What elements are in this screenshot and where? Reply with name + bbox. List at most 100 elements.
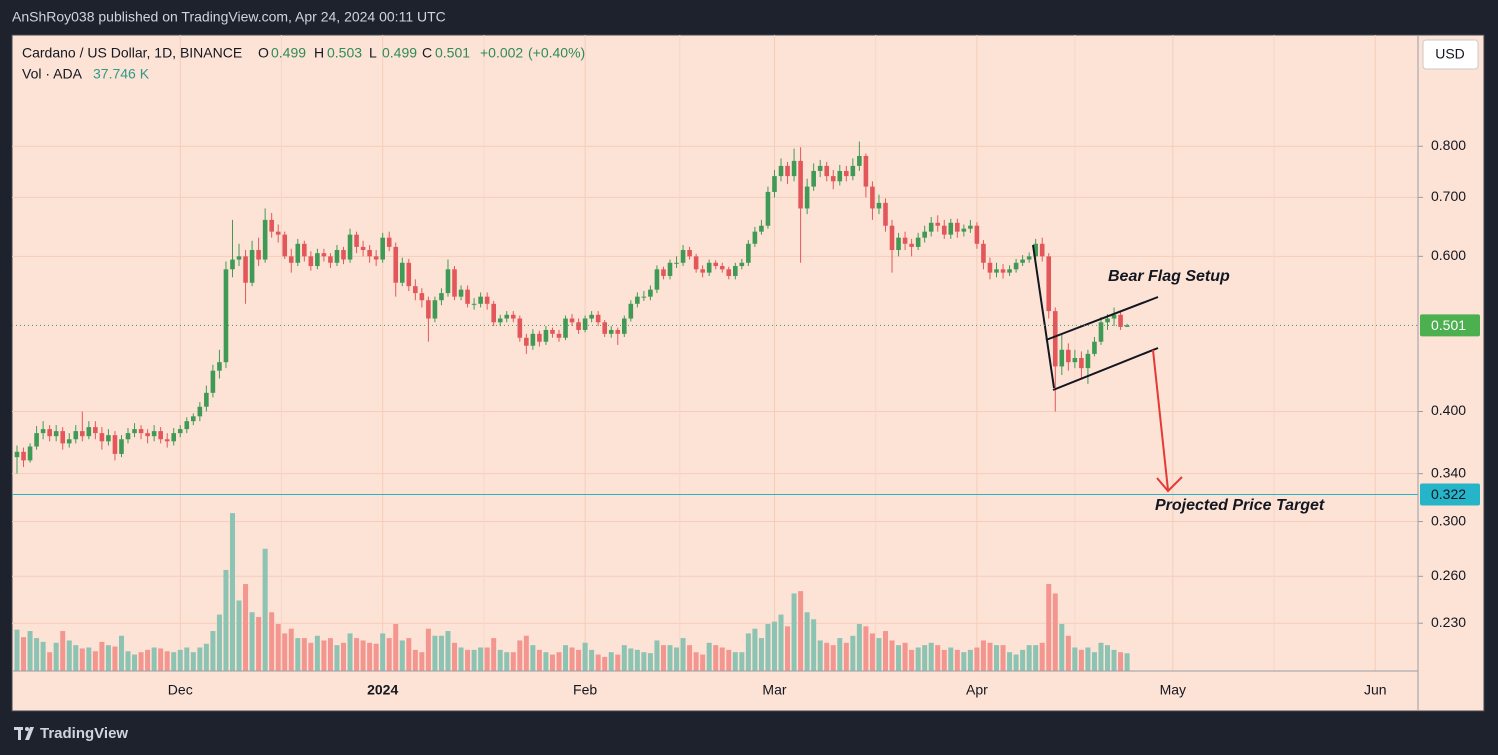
volume-bar <box>269 612 275 671</box>
x-tick-label: May <box>1160 682 1186 698</box>
candle-body <box>478 296 483 304</box>
brand-name: TradingView <box>40 725 128 742</box>
volume-bar <box>523 635 529 671</box>
candle-body <box>60 431 66 444</box>
volume-title: Vol · ADA <box>22 66 83 82</box>
candle-body <box>66 439 72 444</box>
candle-body <box>380 237 385 260</box>
volume-bar <box>504 652 510 671</box>
candle-body <box>243 256 248 283</box>
candle-body <box>1072 358 1078 363</box>
volume-bar <box>236 600 242 671</box>
candle-body <box>719 266 725 270</box>
y-tick-label: 0.700 <box>1431 188 1466 204</box>
bear-flag-drawing <box>1032 244 1159 391</box>
volume-bar <box>589 649 595 671</box>
volume-bar <box>1065 635 1071 671</box>
brand-logo <box>14 727 34 740</box>
candle-body <box>1039 243 1045 257</box>
volume-bar <box>869 633 875 671</box>
candle-body <box>922 231 927 238</box>
candle-body <box>713 262 719 267</box>
candle-body <box>1052 311 1058 367</box>
candle-body <box>151 431 157 437</box>
candle-body <box>302 243 307 257</box>
volume-bar <box>687 645 693 671</box>
candle-body <box>321 253 327 257</box>
candle-body <box>915 237 921 247</box>
candle-body <box>863 155 869 187</box>
volume-bar <box>190 652 196 671</box>
x-tick-label: Jun <box>1364 682 1387 698</box>
volume-bar <box>549 654 555 671</box>
volume-bar <box>909 649 915 671</box>
volume-bar <box>817 640 823 671</box>
volume-bar <box>771 621 777 671</box>
candle-body <box>86 427 92 437</box>
volume-bar <box>386 638 392 671</box>
candle-body <box>1079 358 1084 369</box>
volume-bar <box>994 645 999 671</box>
volume-bar <box>700 654 706 671</box>
volume-bar <box>628 648 634 671</box>
volume-bar <box>354 638 360 671</box>
volume-bar <box>830 645 836 671</box>
annotation: Bear Flag Setup <box>1108 268 1230 285</box>
ohlc-legend: O 0.499 H 0.503 L 0.499 C 0.501 <box>258 45 470 61</box>
candle-body <box>184 421 190 430</box>
volume-bar <box>726 649 732 671</box>
volume-bar <box>432 635 438 671</box>
volume-bar <box>1046 584 1052 671</box>
candle-body <box>106 435 111 442</box>
volume-bar <box>34 638 40 671</box>
volume-bar <box>380 633 386 671</box>
candle-body <box>99 433 105 442</box>
volume-bar <box>406 638 412 671</box>
volume-bar <box>1085 647 1091 671</box>
candle-body <box>772 176 777 192</box>
y-tick-label: 0.260 <box>1431 567 1466 583</box>
ohlc-value: 0.499 <box>382 45 417 61</box>
volume-bar <box>667 645 673 671</box>
volume-bar <box>674 647 680 671</box>
candle-body <box>510 314 516 319</box>
candle-body <box>804 186 810 209</box>
candle-body <box>870 186 875 209</box>
candle-body <box>935 222 941 226</box>
candle-body <box>537 333 542 342</box>
candle-body <box>308 256 314 267</box>
candle-body <box>399 262 405 283</box>
volume-bar <box>327 638 333 671</box>
volume-bar <box>974 647 980 671</box>
volume-bar <box>367 642 373 671</box>
candle-body <box>693 256 699 270</box>
volume-bar <box>360 640 366 671</box>
volume-bar <box>556 652 562 671</box>
arrow-shaft <box>1152 349 1169 491</box>
currency-button[interactable] <box>1422 39 1479 70</box>
volume-bar <box>1033 645 1039 671</box>
candle-body <box>739 262 745 267</box>
candle-body <box>93 427 98 434</box>
volume-bar <box>1118 652 1124 671</box>
volume-bar <box>922 645 928 671</box>
volume-bar <box>1026 645 1032 671</box>
candle-body <box>530 333 536 346</box>
volume-bar <box>132 654 138 671</box>
candle-body <box>706 262 712 273</box>
candle-body <box>582 318 588 330</box>
volume-bar <box>425 628 431 671</box>
candle-body <box>680 250 686 263</box>
change-pct-label: (+0.40%) <box>528 45 585 61</box>
grid <box>12 35 1418 671</box>
volume-bar <box>719 647 725 671</box>
candle-body <box>484 296 490 304</box>
candle-body <box>752 231 758 244</box>
volume-bar <box>510 652 516 671</box>
candle-body <box>968 225 973 229</box>
volume-bar <box>256 616 262 671</box>
volume-bar <box>941 649 947 671</box>
candle-body <box>844 170 849 177</box>
volume-bar <box>118 635 124 671</box>
flag-upper-line <box>1045 296 1159 341</box>
